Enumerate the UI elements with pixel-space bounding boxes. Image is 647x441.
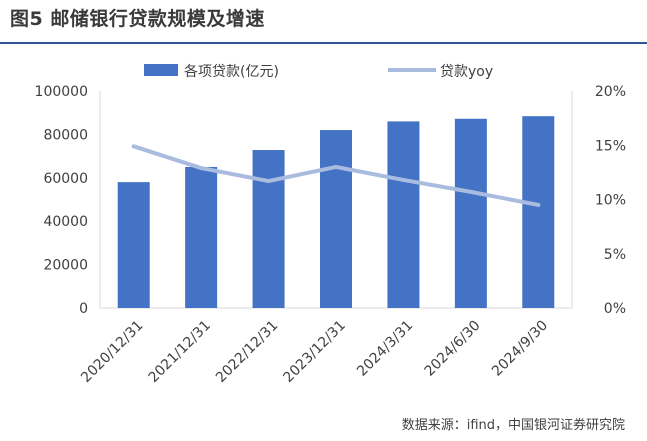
yoy-point-2021-12-31 [199, 166, 204, 171]
right-tick-label: 15% [595, 138, 626, 154]
x-tick-label: 2024/9/30 [489, 318, 551, 380]
yoy-point-2022-12-31 [266, 179, 271, 184]
left-tick-label: 0 [79, 301, 88, 317]
right-tick-label: 10% [595, 193, 626, 209]
right-axis: 0% 5% 10% 15% 20% [595, 84, 626, 317]
yoy-point-2024-6-30 [468, 189, 473, 194]
bars [117, 116, 555, 308]
left-tick-label: 80000 [43, 127, 88, 143]
x-tick-label: 2021/12/31 [146, 318, 214, 386]
left-tick-label: 40000 [43, 214, 88, 230]
yoy-point-2024-9-30 [536, 202, 541, 207]
x-axis: 2020/12/31 2021/12/31 2022/12/31 2023/12/31… [78, 318, 551, 386]
bar-2024-3-31 [387, 121, 420, 308]
bar-2021-12-31 [185, 166, 218, 308]
yoy-point-2024-3-31 [401, 177, 406, 182]
legend: 各项贷款(亿元) 贷款yoy [144, 64, 493, 80]
bar-2022-12-31 [252, 150, 285, 308]
bar-2020-12-31 [117, 182, 150, 308]
left-axis: 0 20000 40000 60000 80000 100000 [35, 84, 88, 317]
x-tick-label: 2024/6/30 [422, 318, 484, 380]
bar-2024-9-30 [522, 116, 555, 308]
x-tick-label: 2023/12/31 [280, 318, 348, 386]
left-tick-label: 60000 [43, 171, 88, 187]
x-tick-label: 2022/12/31 [213, 318, 281, 386]
bar-2023-12-31 [320, 130, 352, 308]
yoy-point-2020-12-31 [131, 144, 136, 149]
x-tick-label: 2024/3/31 [354, 318, 416, 380]
left-tick-label: 100000 [35, 84, 88, 100]
title-divider [0, 42, 647, 44]
yoy-point-2023-12-31 [334, 164, 338, 169]
left-tick-label: 20000 [43, 258, 88, 274]
legend-bar-swatch [144, 64, 178, 76]
x-tick-label: 2020/12/31 [78, 318, 146, 386]
figure-title: 图5 邮储银行贷款规模及增速 [10, 8, 265, 30]
right-tick-label: 0% [604, 301, 626, 317]
legend-bar-label: 各项贷款(亿元) [184, 64, 279, 80]
bar-2024-6-30 [454, 118, 487, 308]
legend-line-label: 贷款yoy [440, 64, 493, 80]
yoy-line-group [131, 144, 541, 207]
right-tick-label: 20% [595, 84, 626, 100]
right-tick-label: 5% [604, 247, 626, 263]
source-note: 数据来源：ifind，中国银河证券研究院 [401, 418, 625, 433]
